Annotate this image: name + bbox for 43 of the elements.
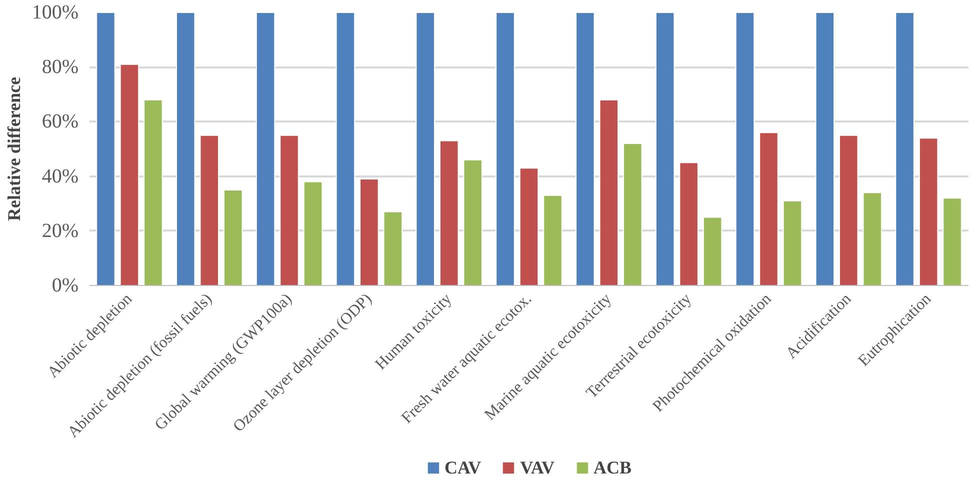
bar xyxy=(735,12,755,286)
bar xyxy=(599,99,619,286)
legend-label: ACB xyxy=(594,457,632,478)
bar xyxy=(576,12,595,286)
bar xyxy=(815,12,835,286)
bar xyxy=(416,12,435,286)
bar xyxy=(200,134,219,286)
y-tick-label: 40% xyxy=(42,165,79,188)
bar xyxy=(543,194,562,286)
bar xyxy=(839,134,858,286)
bar xyxy=(918,138,938,286)
y-tick-label: 80% xyxy=(42,56,79,78)
y-tick-label: 100% xyxy=(32,2,79,24)
legend-label: VAV xyxy=(520,457,555,478)
bar xyxy=(96,12,116,286)
legend-label: CAV xyxy=(444,457,482,478)
bar xyxy=(496,12,515,286)
bar xyxy=(782,200,802,286)
bar xyxy=(360,178,379,286)
bar xyxy=(439,140,459,286)
bar xyxy=(463,159,482,286)
bar xyxy=(679,162,698,286)
bar xyxy=(176,12,196,286)
bar xyxy=(223,189,243,286)
bar xyxy=(256,12,276,286)
y-axis-title: Relative difference xyxy=(4,76,24,222)
bar xyxy=(519,168,539,286)
y-tick-label: 60% xyxy=(42,110,79,133)
bar xyxy=(144,99,163,286)
bar xyxy=(702,216,722,286)
bar xyxy=(383,211,403,286)
bar xyxy=(120,64,140,286)
bar xyxy=(336,12,356,286)
bar xyxy=(759,132,778,286)
bar xyxy=(280,134,299,286)
y-tick-label: 20% xyxy=(42,220,79,242)
bar xyxy=(303,181,323,286)
bar xyxy=(895,12,914,286)
bar xyxy=(655,12,675,286)
bar xyxy=(942,198,962,286)
bar xyxy=(623,143,642,286)
y-tick-label: 0% xyxy=(52,274,79,296)
bar xyxy=(862,192,882,286)
